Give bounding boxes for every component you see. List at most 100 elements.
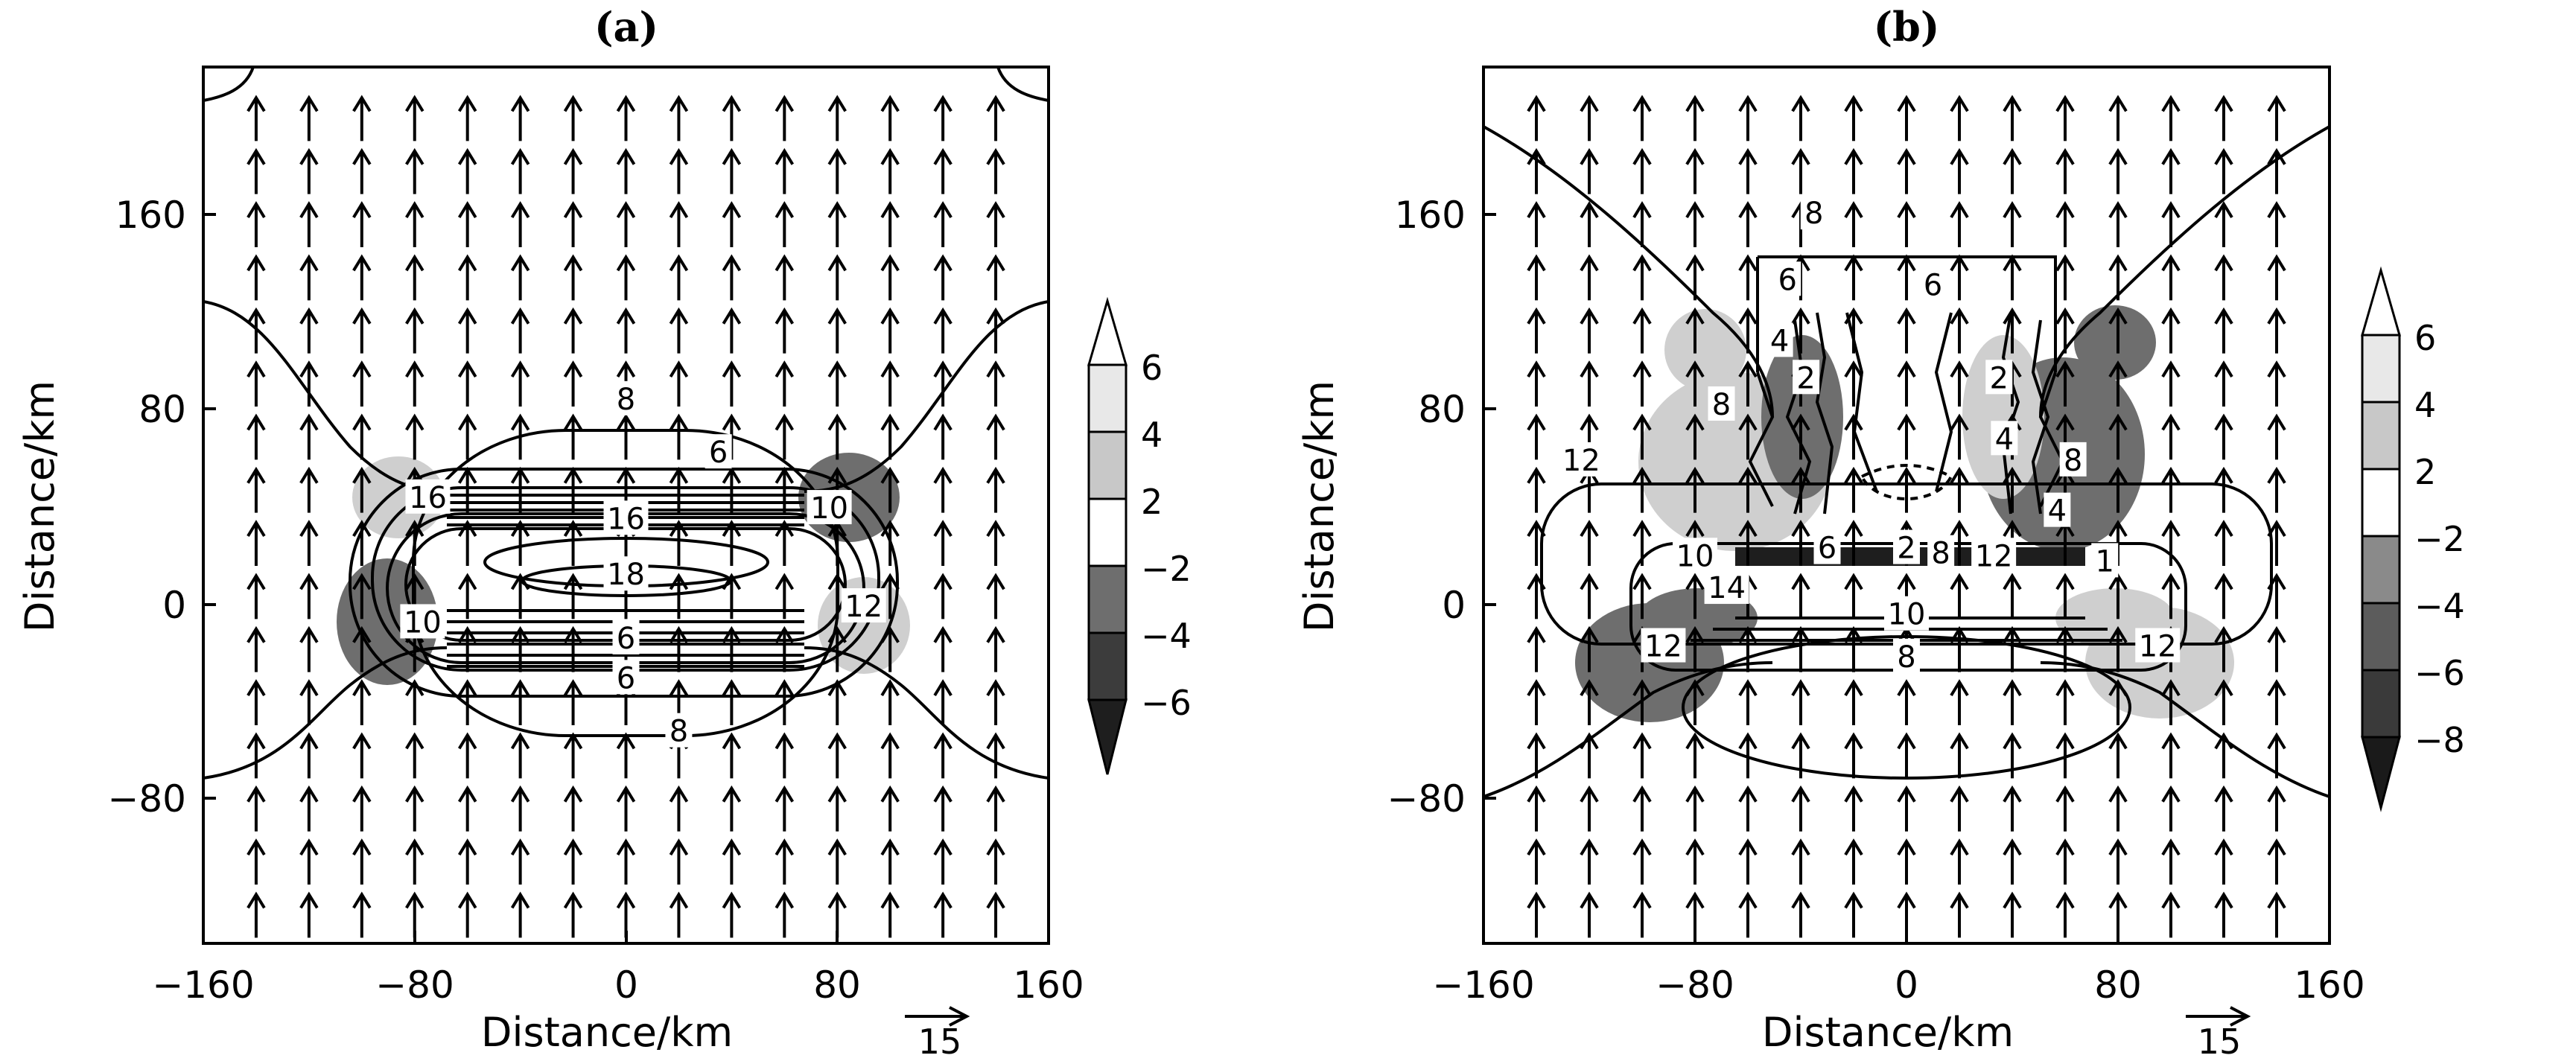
vector-arrow-head <box>2214 838 2233 856</box>
contour-line <box>1682 635 2131 780</box>
vector-arrow-head <box>775 625 795 643</box>
vector-arrow-head <box>669 679 689 697</box>
vector-arrow-head <box>563 95 583 112</box>
colorbar-cell <box>1087 564 1128 634</box>
vector-arrow-head <box>722 413 742 431</box>
vector-arrow-head <box>1950 95 1969 112</box>
panel-a-y-ticks <box>203 213 216 800</box>
vector-arrow-head <box>1791 838 1810 856</box>
vector-arrow-head <box>247 201 266 219</box>
vector-arrow-head <box>457 891 477 909</box>
vector-arrow-head <box>775 679 795 697</box>
vector-arrow-head <box>2108 307 2128 325</box>
vector-arrow-head <box>616 147 636 165</box>
vector-arrow-head <box>827 360 847 378</box>
vector-arrow-head <box>457 360 477 378</box>
vector-arrow-head <box>299 891 319 909</box>
vector-arrow-head <box>2267 307 2286 325</box>
vector-arrow-head <box>1950 360 1969 378</box>
vector-arrow-head <box>1791 732 1810 750</box>
vector-arrow-head <box>2161 679 2181 697</box>
contour-label-box <box>2091 543 2119 578</box>
vector-arrow-head <box>2108 413 2128 431</box>
vector-arrow-head <box>352 360 372 378</box>
vector-arrow-head <box>2055 360 2075 378</box>
vector-arrow-head <box>299 573 319 590</box>
vector-arrow-head <box>352 625 372 643</box>
colorbar-cell <box>2361 535 2401 605</box>
vector-arrow-head <box>2267 147 2286 165</box>
vector-arrow-head <box>1791 679 1810 697</box>
vector-arrow-head <box>933 573 953 590</box>
contour-label-box <box>2135 628 2181 663</box>
contour-label: 1 <box>2096 544 2114 579</box>
vector-arrow-head <box>616 201 636 219</box>
vector-arrow-head <box>1685 466 1705 484</box>
vector-arrow-head <box>352 891 372 909</box>
vector-arrow-head <box>827 732 847 750</box>
panel-a-y-axis-label: Distance/km <box>16 380 63 632</box>
shade-region <box>1664 309 1746 391</box>
vector-arrow-head <box>1685 732 1705 750</box>
contour-label: 12 <box>2139 630 2177 664</box>
vector-arrow-head <box>1685 573 1705 590</box>
contour-line <box>1860 464 1953 500</box>
x-tick-label: −160 <box>1432 963 1534 1007</box>
vector-arrow-head <box>510 360 530 378</box>
vector-arrow-head <box>775 413 795 431</box>
contour-label: 4 <box>2048 494 2067 529</box>
vector-arrow-head <box>405 838 424 856</box>
contour-label-box <box>1673 538 1717 573</box>
vector-arrow-head <box>247 891 266 909</box>
vector-arrow-head <box>1950 147 1969 165</box>
panel-b: (b) <box>1296 3 2465 1062</box>
vector-arrow-head <box>1844 573 1863 590</box>
vector-arrow-head <box>986 360 1005 378</box>
vector-arrow-head <box>1950 838 1969 856</box>
contour-label-box <box>400 604 445 639</box>
vector-arrow-head <box>1844 785 1863 803</box>
vector-arrow-head <box>827 254 847 272</box>
vector-arrow-head <box>880 838 900 856</box>
contour-label-box <box>1766 322 1793 357</box>
contour-label-box <box>1708 386 1735 421</box>
vector-arrow-head <box>352 520 372 538</box>
colorbar-label: 4 <box>2414 385 2436 425</box>
vector-arrow-head <box>2161 254 2181 272</box>
vector-arrow-head <box>669 360 689 378</box>
vector-arrow-head <box>1950 520 1969 538</box>
vector-arrow-head <box>722 679 742 697</box>
contour-line <box>203 646 448 780</box>
vector-arrow-head <box>2214 147 2233 165</box>
contour-label-box <box>2059 442 2087 477</box>
vector-arrow-head <box>1685 201 1705 219</box>
vector-arrow-head <box>1897 466 1916 484</box>
vector-arrow-head <box>2003 838 2022 856</box>
vector-arrow-head <box>247 785 266 803</box>
vector-arrow-head <box>933 201 953 219</box>
vector-arrow-head <box>457 201 477 219</box>
vector-arrow-head <box>2055 413 2075 431</box>
vector-arrow-head <box>880 573 900 590</box>
colorbar-label: −6 <box>2414 653 2465 693</box>
contour-line <box>1785 312 1834 515</box>
vector-arrow-head <box>616 95 636 112</box>
vector-arrow-head <box>775 254 795 272</box>
colorbar-label: 2 <box>2414 452 2436 492</box>
vector-arrow-head <box>1685 360 1705 378</box>
vector-arrow-head <box>1950 413 1969 431</box>
vector-arrow-head <box>1844 360 1863 378</box>
contour-label-box <box>1884 596 1929 631</box>
vector-arrow-head <box>2055 307 2075 325</box>
y-tick-label: 0 <box>162 584 186 627</box>
contour-label: 6 <box>617 622 635 656</box>
contour-label-box <box>1559 442 1604 477</box>
vector-arrow-head <box>2214 573 2233 590</box>
vector-arrow-head <box>1580 254 1599 272</box>
contour-label: 10 <box>1888 598 1926 632</box>
vector-arrow-head <box>405 254 424 272</box>
vector-arrow-head <box>827 891 847 909</box>
vector-arrow-head <box>1632 732 1652 750</box>
colorbar-arrow-top <box>2361 266 2401 337</box>
vector-arrow-head <box>2161 95 2181 112</box>
